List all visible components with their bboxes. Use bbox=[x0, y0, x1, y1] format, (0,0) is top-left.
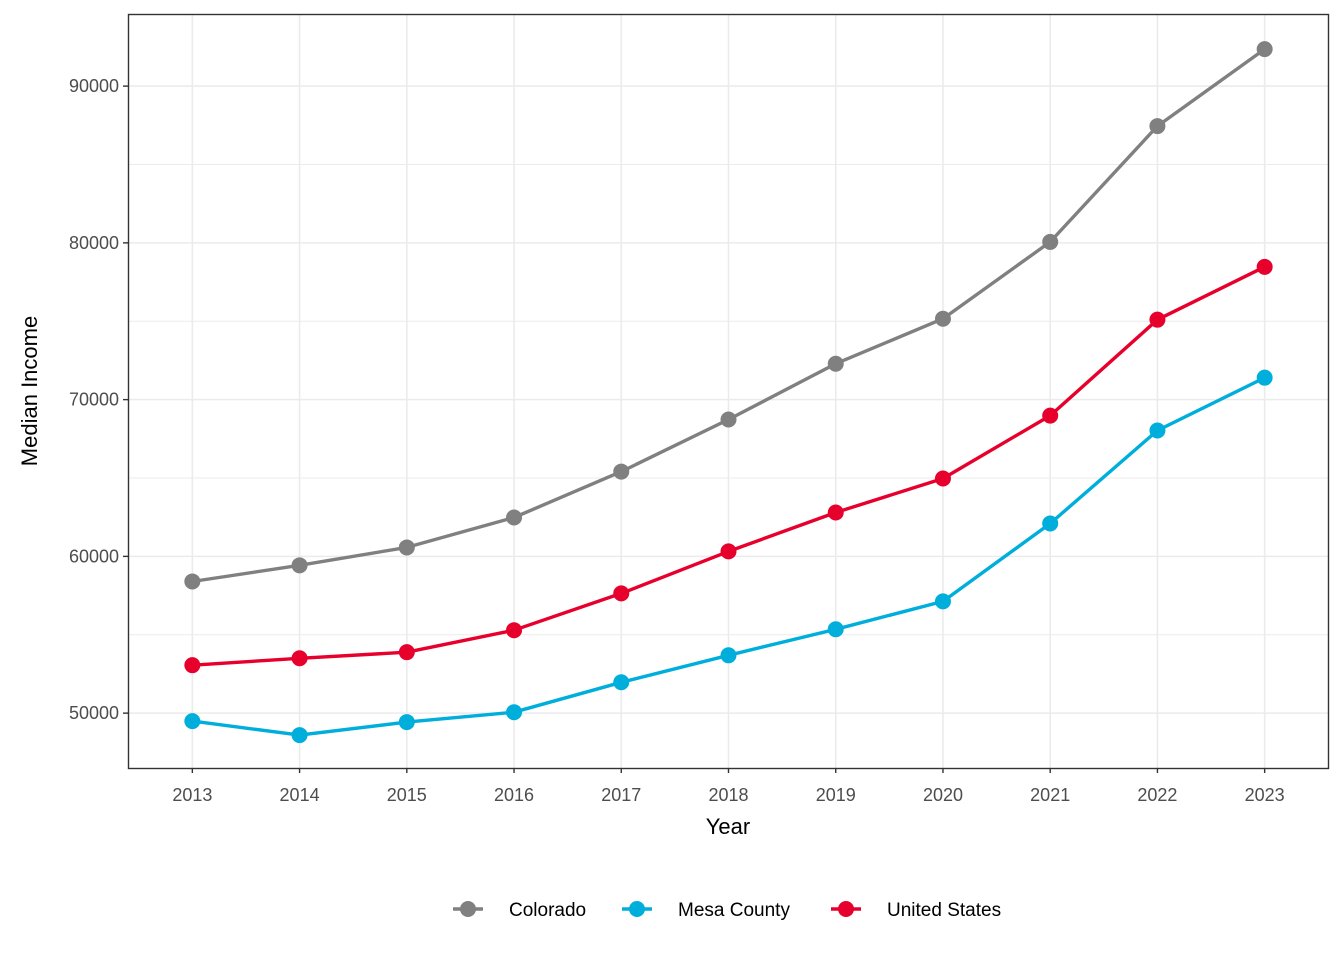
x-tick-label: 2022 bbox=[1137, 785, 1177, 805]
data-point-colorado bbox=[1149, 118, 1166, 135]
x-tick-label: 2014 bbox=[280, 785, 320, 805]
data-point-colorado bbox=[1256, 41, 1273, 58]
x-tick-label: 2016 bbox=[494, 785, 534, 805]
x-axis: 2013 2014 2015 2016 2017 2018 2019 2020 2021 2022… bbox=[172, 768, 1285, 805]
legend-item-mesa-county: Mesa County bbox=[622, 900, 790, 921]
data-point-colorado bbox=[291, 557, 308, 574]
data-point-colorado bbox=[613, 463, 630, 480]
series-layer bbox=[184, 41, 1273, 744]
legend-item-united-states: United States bbox=[831, 900, 1001, 921]
y-axis-title: Median Income bbox=[17, 316, 42, 466]
data-point-mesa-county bbox=[1042, 515, 1059, 532]
data-point-mesa-county bbox=[1149, 422, 1166, 439]
legend-label: Mesa County bbox=[678, 900, 790, 921]
legend-key-point bbox=[838, 901, 854, 917]
data-point-united-states bbox=[934, 470, 951, 487]
series-mesa-county bbox=[184, 369, 1273, 744]
y-tick-label: 70000 bbox=[69, 390, 119, 410]
data-point-mesa-county bbox=[934, 593, 951, 610]
data-point-mesa-county bbox=[1256, 369, 1273, 386]
x-tick-label: 2019 bbox=[816, 785, 856, 805]
legend-key-point bbox=[460, 901, 476, 917]
legend-key-point bbox=[629, 901, 645, 917]
x-tick-label: 2017 bbox=[601, 785, 641, 805]
data-point-mesa-county bbox=[827, 621, 844, 638]
data-point-mesa-county bbox=[184, 713, 201, 730]
data-point-united-states bbox=[827, 504, 844, 521]
legend-label: United States bbox=[887, 900, 1001, 921]
x-tick-label: 2023 bbox=[1245, 785, 1285, 805]
legend: Colorado Mesa County United States bbox=[453, 900, 1001, 921]
data-point-colorado bbox=[506, 509, 523, 526]
data-point-united-states bbox=[398, 644, 415, 661]
data-point-colorado bbox=[1042, 233, 1059, 250]
x-tick-label: 2013 bbox=[172, 785, 212, 805]
data-point-colorado bbox=[827, 355, 844, 372]
legend-label: Colorado bbox=[509, 900, 586, 921]
data-point-mesa-county bbox=[398, 714, 415, 731]
y-axis: 50000 60000 70000 80000 90000 bbox=[69, 76, 128, 723]
data-point-united-states bbox=[1149, 311, 1166, 328]
y-tick-label: 50000 bbox=[69, 703, 119, 723]
x-axis-title: Year bbox=[706, 814, 750, 839]
data-point-united-states bbox=[506, 622, 523, 639]
data-point-mesa-county bbox=[506, 704, 523, 721]
y-tick-label: 80000 bbox=[69, 233, 119, 253]
series-colorado bbox=[184, 41, 1273, 590]
x-tick-label: 2020 bbox=[923, 785, 963, 805]
y-tick-label: 90000 bbox=[69, 76, 119, 96]
data-point-mesa-county bbox=[291, 727, 308, 744]
x-tick-label: 2021 bbox=[1030, 785, 1070, 805]
data-point-colorado bbox=[720, 411, 737, 428]
data-point-united-states bbox=[613, 585, 630, 602]
data-point-mesa-county bbox=[613, 674, 630, 691]
data-point-united-states bbox=[1042, 407, 1059, 424]
legend-item-colorado: Colorado bbox=[453, 900, 586, 921]
y-tick-label: 60000 bbox=[69, 546, 119, 566]
series-united-states bbox=[184, 258, 1273, 674]
data-point-colorado bbox=[184, 573, 201, 590]
data-point-mesa-county bbox=[720, 647, 737, 664]
data-point-colorado bbox=[934, 310, 951, 327]
data-point-united-states bbox=[291, 650, 308, 667]
x-tick-label: 2018 bbox=[708, 785, 748, 805]
x-tick-label: 2015 bbox=[387, 785, 427, 805]
data-point-united-states bbox=[184, 657, 201, 674]
data-point-united-states bbox=[720, 543, 737, 560]
data-point-united-states bbox=[1256, 258, 1273, 275]
data-point-colorado bbox=[398, 539, 415, 556]
